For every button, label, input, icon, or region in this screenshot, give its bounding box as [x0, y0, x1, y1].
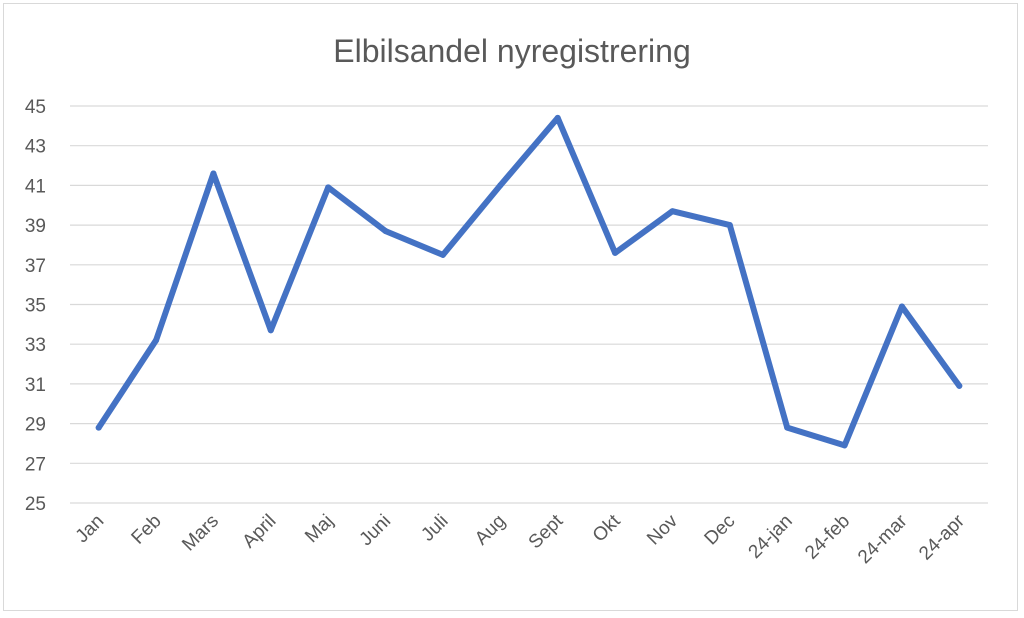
- x-tick-label: Jan: [72, 511, 109, 548]
- data-point-Okt: [612, 249, 619, 256]
- data-point-24-mar: [898, 303, 905, 310]
- chart-frame: [3, 3, 1018, 611]
- x-tick-label: Aug: [471, 511, 510, 550]
- data-point-Nov: [669, 208, 676, 215]
- series-line: [95, 114, 963, 449]
- x-tick-label: Okt: [589, 510, 625, 546]
- x-tick-label: Sept: [525, 510, 568, 553]
- x-tick-label: Mars: [178, 511, 223, 556]
- data-point-Mars: [210, 170, 217, 177]
- y-gridlines: [70, 105, 988, 504]
- data-point-Feb: [153, 337, 160, 344]
- data-point-Sept: [554, 114, 561, 121]
- y-axis-tick-labels: 25 27 29 31 33 35 37 39 41 43 45: [25, 97, 46, 515]
- y-tick-label: 31: [25, 375, 46, 396]
- y-tick-label: 43: [25, 137, 46, 158]
- y-tick-label: 41: [25, 176, 46, 197]
- x-tick-label: Dec: [701, 511, 740, 550]
- x-tick-label: Juli: [417, 511, 452, 546]
- x-tick-label: 24-jan: [745, 511, 797, 563]
- x-tick-label: Juni: [356, 511, 395, 550]
- data-point-24-feb: [841, 442, 848, 449]
- data-point-Aug: [497, 182, 504, 189]
- chart-title: Elbilsandel nyregistrering: [333, 33, 691, 69]
- x-tick-label: Nov: [643, 510, 682, 549]
- data-point-April: [267, 327, 274, 334]
- x-tick-label: April: [239, 511, 281, 553]
- y-tick-label: 27: [25, 454, 46, 475]
- y-tick-label: 45: [25, 97, 46, 118]
- x-tick-label: 24-feb: [801, 511, 854, 564]
- x-tick-label: 24-mar: [854, 510, 912, 568]
- data-point-24-jan: [784, 424, 791, 431]
- x-tick-label: Feb: [128, 511, 166, 549]
- y-tick-label: 33: [25, 335, 46, 356]
- y-tick-label: 29: [25, 415, 46, 436]
- y-tick-label: 25: [25, 494, 46, 515]
- y-tick-label: 35: [25, 296, 46, 317]
- data-point-24-apr: [956, 382, 963, 389]
- x-axis-tick-labels: Jan Feb Mars April Maj Juni Juli Aug Sept Okt Nov D…: [72, 510, 970, 568]
- data-point-Juli: [439, 251, 446, 258]
- data-point-Juni: [382, 228, 389, 235]
- x-tick-label: 24-apr: [915, 510, 969, 564]
- y-tick-label: 37: [25, 256, 46, 277]
- x-tick-label: Maj: [301, 511, 338, 548]
- y-tick-label: 39: [25, 216, 46, 237]
- data-point-Dec: [726, 222, 733, 229]
- series-group: [95, 114, 963, 449]
- data-point-Jan: [95, 424, 102, 431]
- data-point-Maj: [325, 184, 332, 191]
